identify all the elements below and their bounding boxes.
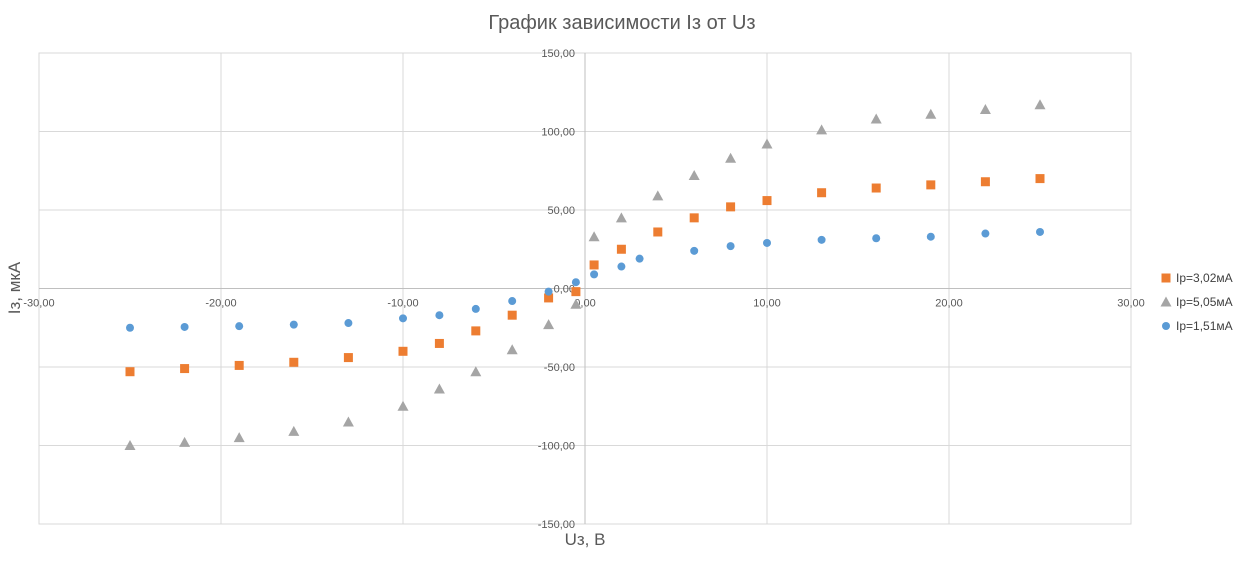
- y-tick-label: 50,00: [547, 205, 575, 217]
- legend-marker: [1160, 296, 1172, 307]
- data-point: [570, 298, 582, 309]
- data-point: [615, 212, 627, 223]
- axes: [39, 53, 1131, 524]
- chart-title: График зависимости Iз от Uз: [488, 12, 755, 34]
- data-point: [726, 242, 735, 251]
- data-point: [471, 326, 481, 336]
- legend-item: Iр=3,02мА: [1161, 271, 1233, 285]
- data-point: [234, 360, 244, 370]
- data-point: [652, 190, 664, 201]
- data-point: [179, 436, 191, 447]
- x-tick-label: 20,00: [935, 298, 963, 310]
- y-axis-title: Iз, мкА: [5, 261, 24, 314]
- x-tick-label: 10,00: [753, 298, 781, 310]
- data-point: [508, 297, 517, 306]
- y-tick-label: -100,00: [538, 441, 575, 453]
- data-point: [507, 310, 517, 320]
- data-point: [616, 244, 626, 254]
- data-point: [653, 227, 663, 237]
- legend-label: Iр=1,51мА: [1176, 319, 1233, 333]
- data-point: [689, 213, 699, 223]
- data-point: [1035, 174, 1045, 184]
- data-point: [506, 344, 518, 355]
- legend-label: Iр=3,02мА: [1176, 271, 1233, 285]
- x-tick-label: -30,00: [23, 298, 54, 310]
- data-point: [763, 238, 771, 247]
- data-point: [816, 124, 828, 135]
- data-point: [344, 319, 353, 328]
- legend: Iр=3,02мА Iр=5,05мА Iр=1,51мА: [1160, 271, 1233, 333]
- data-point: [635, 254, 644, 263]
- data-point: [688, 169, 700, 180]
- data-point: [543, 319, 555, 330]
- data-point: [233, 432, 245, 443]
- data-point: [690, 246, 699, 255]
- data-point: [979, 104, 991, 115]
- y-tick-label: 150,00: [541, 48, 575, 60]
- data-point: [762, 196, 772, 206]
- legend-marker: [1162, 322, 1170, 330]
- data-point: [180, 322, 189, 331]
- series-3: [126, 227, 1044, 332]
- tick-labels: -30,00 -20,00 -10,00 0,00 10,00 20,00 30,00 -15…: [23, 48, 1144, 531]
- data-point: [289, 357, 299, 367]
- series-2: [124, 99, 1046, 450]
- data-point: [725, 152, 737, 163]
- data-point: [398, 346, 408, 356]
- data-point: [288, 425, 300, 436]
- data-point: [126, 323, 134, 332]
- data-point: [981, 229, 990, 238]
- data-point: [926, 232, 935, 241]
- data-point: [399, 314, 407, 323]
- y-tick-label: 0,00: [554, 284, 575, 296]
- data-point: [726, 202, 736, 212]
- data-point: [571, 278, 580, 287]
- x-axis-title: Uз, В: [565, 530, 606, 549]
- data-point: [817, 235, 826, 244]
- data-point: [289, 320, 298, 329]
- data-point: [470, 366, 482, 377]
- x-tick-label: -10,00: [387, 298, 418, 310]
- data-point: [589, 260, 599, 270]
- series-1: [125, 174, 1045, 377]
- data-point: [397, 400, 409, 411]
- data-point: [590, 270, 599, 279]
- data-point: [817, 188, 827, 198]
- data-point: [925, 108, 937, 119]
- y-tick-label: -50,00: [544, 362, 575, 374]
- data-point: [980, 177, 990, 187]
- data-point: [871, 183, 881, 193]
- data-point: [471, 304, 480, 313]
- y-tick-label: -150,00: [538, 519, 575, 531]
- data-point: [761, 138, 773, 149]
- data-point: [617, 262, 626, 271]
- x-tick-label: 30,00: [1117, 298, 1145, 310]
- data-point: [435, 311, 444, 320]
- legend-marker: [1161, 273, 1171, 283]
- data-point: [125, 367, 135, 377]
- data-point: [872, 234, 881, 243]
- data-point: [870, 113, 882, 124]
- data-point: [926, 180, 936, 190]
- y-tick-label: 100,00: [541, 127, 575, 139]
- data-point: [588, 231, 600, 242]
- legend-item: Iр=1,51мА: [1162, 319, 1233, 333]
- data-point: [343, 353, 353, 363]
- data-point: [434, 338, 444, 348]
- data-point: [571, 287, 581, 297]
- data-point: [180, 364, 190, 374]
- data-point: [342, 416, 354, 427]
- data-point: [544, 293, 554, 303]
- legend-label: Iр=5,05мА: [1176, 295, 1233, 309]
- data-point: [235, 322, 244, 331]
- x-tick-label: -20,00: [205, 298, 236, 310]
- data-point: [433, 383, 445, 394]
- legend-item: Iр=5,05мА: [1160, 295, 1233, 309]
- data-points: [124, 99, 1046, 450]
- data-point: [544, 287, 553, 296]
- data-point: [1036, 227, 1044, 236]
- data-point: [124, 440, 136, 450]
- data-point: [1034, 99, 1046, 110]
